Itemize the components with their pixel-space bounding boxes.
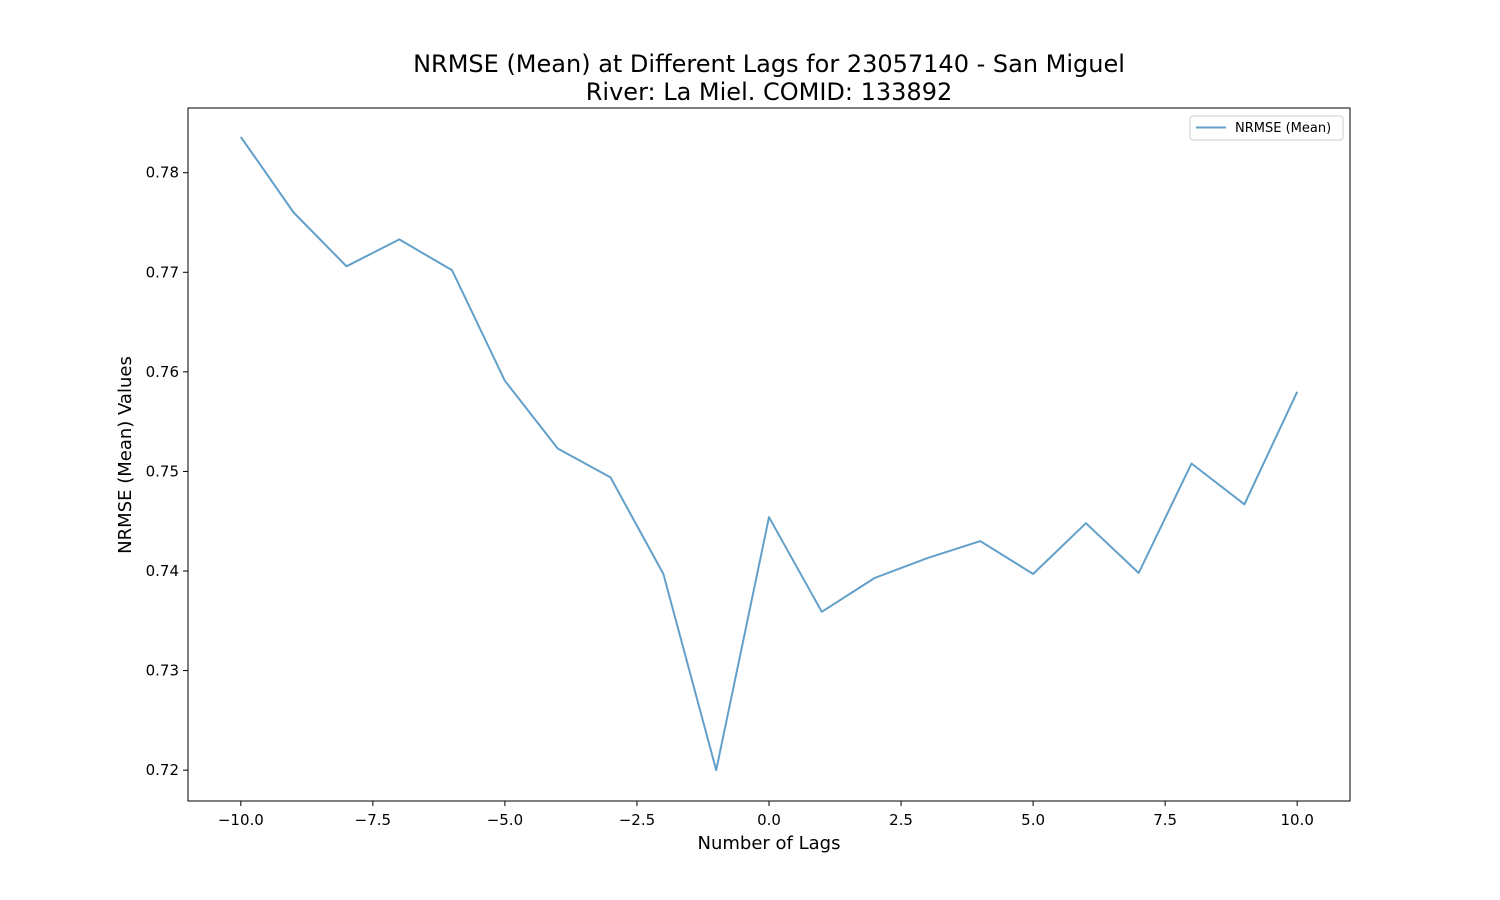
- y-axis-label: NRMSE (Mean) Values: [115, 356, 136, 554]
- x-tick-label: 5.0: [1021, 811, 1045, 829]
- y-tick-label: 0.74: [146, 562, 179, 580]
- chart-title-line-2: River: La Miel. COMID: 133892: [586, 78, 953, 106]
- y-tick-label: 0.73: [146, 662, 179, 680]
- legend: NRMSE (Mean): [1189, 115, 1344, 141]
- x-tick-label: 10.0: [1280, 811, 1313, 829]
- y-tick-label: 0.78: [146, 164, 179, 182]
- axis-ticks: −10.0 −7.5 −5.0 −2.5 0.0 2.5 5.0 7.5 10.0 0.72 0.7…: [146, 164, 1314, 829]
- x-tick-label: −5.0: [487, 811, 523, 829]
- y-tick-label: 0.77: [146, 263, 179, 281]
- x-tick-label: −7.5: [355, 811, 391, 829]
- x-axis-label: Number of Lags: [698, 833, 841, 854]
- y-tick-label: 0.75: [146, 462, 179, 480]
- legend-label: NRMSE (Mean): [1235, 121, 1331, 136]
- x-tick-label: 2.5: [889, 811, 913, 829]
- chart-title-line-1: NRMSE (Mean) at Different Lags for 23057…: [413, 50, 1125, 78]
- y-tick-label: 0.76: [146, 363, 179, 381]
- x-tick-label: −2.5: [619, 811, 655, 829]
- y-tick-label: 0.72: [146, 761, 179, 779]
- series-group: [239, 136, 1299, 772]
- x-tick-label: −10.0: [218, 811, 264, 829]
- legend-box: [1189, 115, 1344, 141]
- x-tick-label: 7.5: [1153, 811, 1177, 829]
- series-line: [239, 136, 1299, 772]
- plot-frame: [187, 107, 1351, 802]
- x-tick-label: 0.0: [757, 811, 781, 829]
